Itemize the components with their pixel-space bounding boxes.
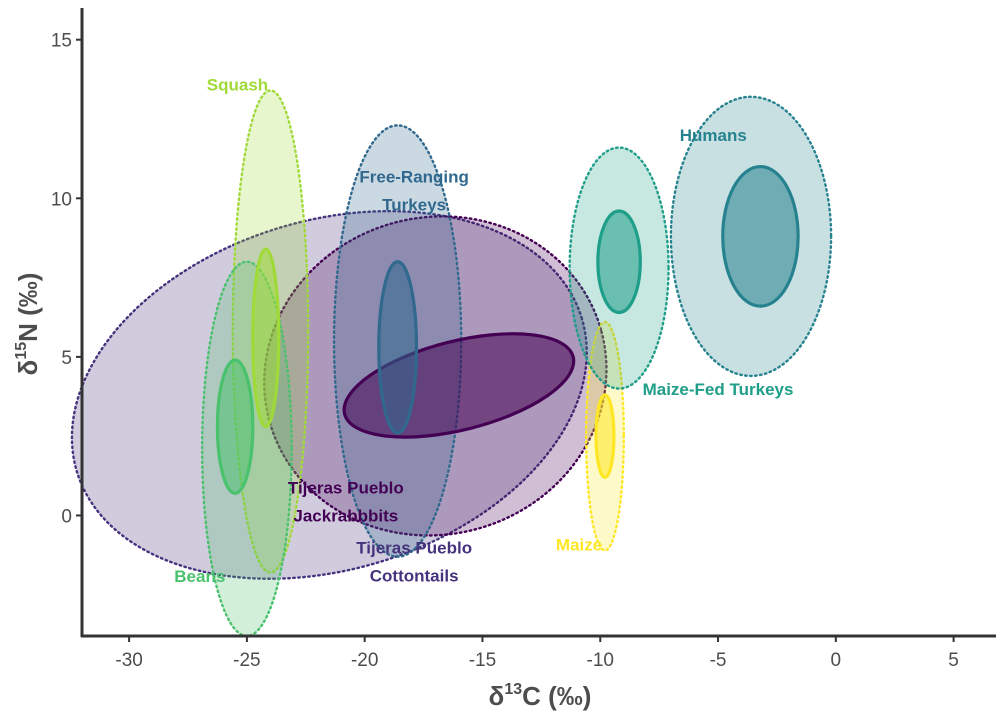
squash-label: Squash	[207, 75, 268, 94]
x-ticks: -30 -25 -20 -15 -10 -5 0 5	[115, 636, 959, 671]
free-ranging-turkeys-label: Free-Ranging Turkeys	[359, 167, 469, 214]
beans-label: Beans	[174, 567, 225, 586]
free-ranging-turkeys-inner-ellipse	[377, 260, 419, 435]
x-tick-label: 0	[831, 650, 842, 671]
y-tick-label: 10	[51, 189, 72, 210]
y-tick-label: 0	[61, 506, 72, 527]
humans-inner-ellipse	[721, 164, 800, 308]
group-labels: Tijeras Pueblo Cottontails Tijeras Pueblo J…	[174, 75, 793, 586]
maize-inner-ellipse	[594, 393, 616, 480]
beans-inner-ellipse	[215, 358, 255, 495]
squash-inner-ellipse	[251, 247, 281, 429]
maize-fed-turkeys-label: Maize-Fed Turkeys	[643, 380, 794, 399]
x-tick-label: -10	[587, 650, 614, 671]
tijeras-pueblo-cottontails-outer-ellipse	[70, 209, 588, 580]
maize-label: Maize	[556, 535, 602, 554]
y-tick-label: 15	[51, 31, 72, 52]
ellipse-layer	[70, 89, 833, 638]
tijeras-pueblo-cottontails-label: Tijeras Pueblo Cottontails	[356, 539, 472, 586]
y-ticks: 0 5 10 15	[51, 31, 82, 527]
humans-label: Humans	[680, 126, 747, 145]
x-tick-label: -20	[351, 650, 378, 671]
x-axis-title: δ13C (‰)	[489, 681, 592, 711]
tijeras-pueblo-jackrabbbits-label: Tijeras Pueblo Jackrabbbits	[288, 478, 404, 525]
x-tick-label: -15	[469, 650, 496, 671]
y-axis-title: δ15N (‰)	[13, 273, 43, 376]
y-tick-label: 5	[61, 348, 72, 369]
x-tick-label: -30	[115, 650, 142, 671]
x-tick-label: 5	[948, 650, 959, 671]
maize-fed-turkeys-inner-ellipse	[596, 209, 642, 315]
axes: -30 -25 -20 -15 -10 -5 0 5 0 5 10 15	[51, 8, 996, 671]
x-tick-label: -25	[233, 650, 260, 671]
x-tick-label: -5	[710, 650, 727, 671]
